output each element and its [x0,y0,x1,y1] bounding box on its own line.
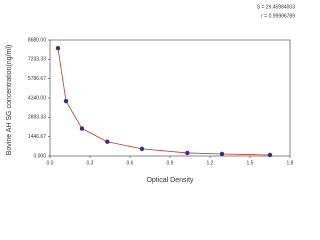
data-point [219,151,225,157]
data-point [79,126,85,131]
plot-frame [49,39,291,157]
y-tick-label: 7233.33 [28,57,46,63]
annotation: S = 29.45984003 [257,4,295,10]
series-line [57,48,271,156]
y-tick-label: 8680.00 [28,37,46,43]
data-point [267,152,273,158]
y-tick-label: 0.000 [33,153,46,159]
y-tick-label: 1446.67 [28,134,46,140]
x-tick-label: 0.3 [87,160,94,166]
x-axis-label: Optical Density [146,177,194,184]
data-point [185,150,190,156]
y-tick-label: 5786.67 [28,76,46,82]
data-point [63,98,69,104]
annotation: r = 0.99996789 [261,13,295,19]
x-tick-label: 0.9 [167,160,174,166]
x-tick-label: 1.5 [247,160,254,166]
y-axis-label: Bovine AH SG concentration(ng/ml) [6,45,13,156]
x-tick-label: 0.0 [47,160,54,166]
x-tick-label: 1.2 [207,160,214,166]
y-tick-label: 2893.33 [28,115,46,121]
x-tick-label: 1.8 [287,160,294,166]
data-point [55,45,61,51]
y-tick-label: 4340.00 [28,95,46,101]
data-point [139,146,145,152]
x-tick-label: 0.6 [127,160,134,166]
data-point [105,139,110,144]
chart: Optical Density Bovine AH SG concentrati… [6,4,295,184]
